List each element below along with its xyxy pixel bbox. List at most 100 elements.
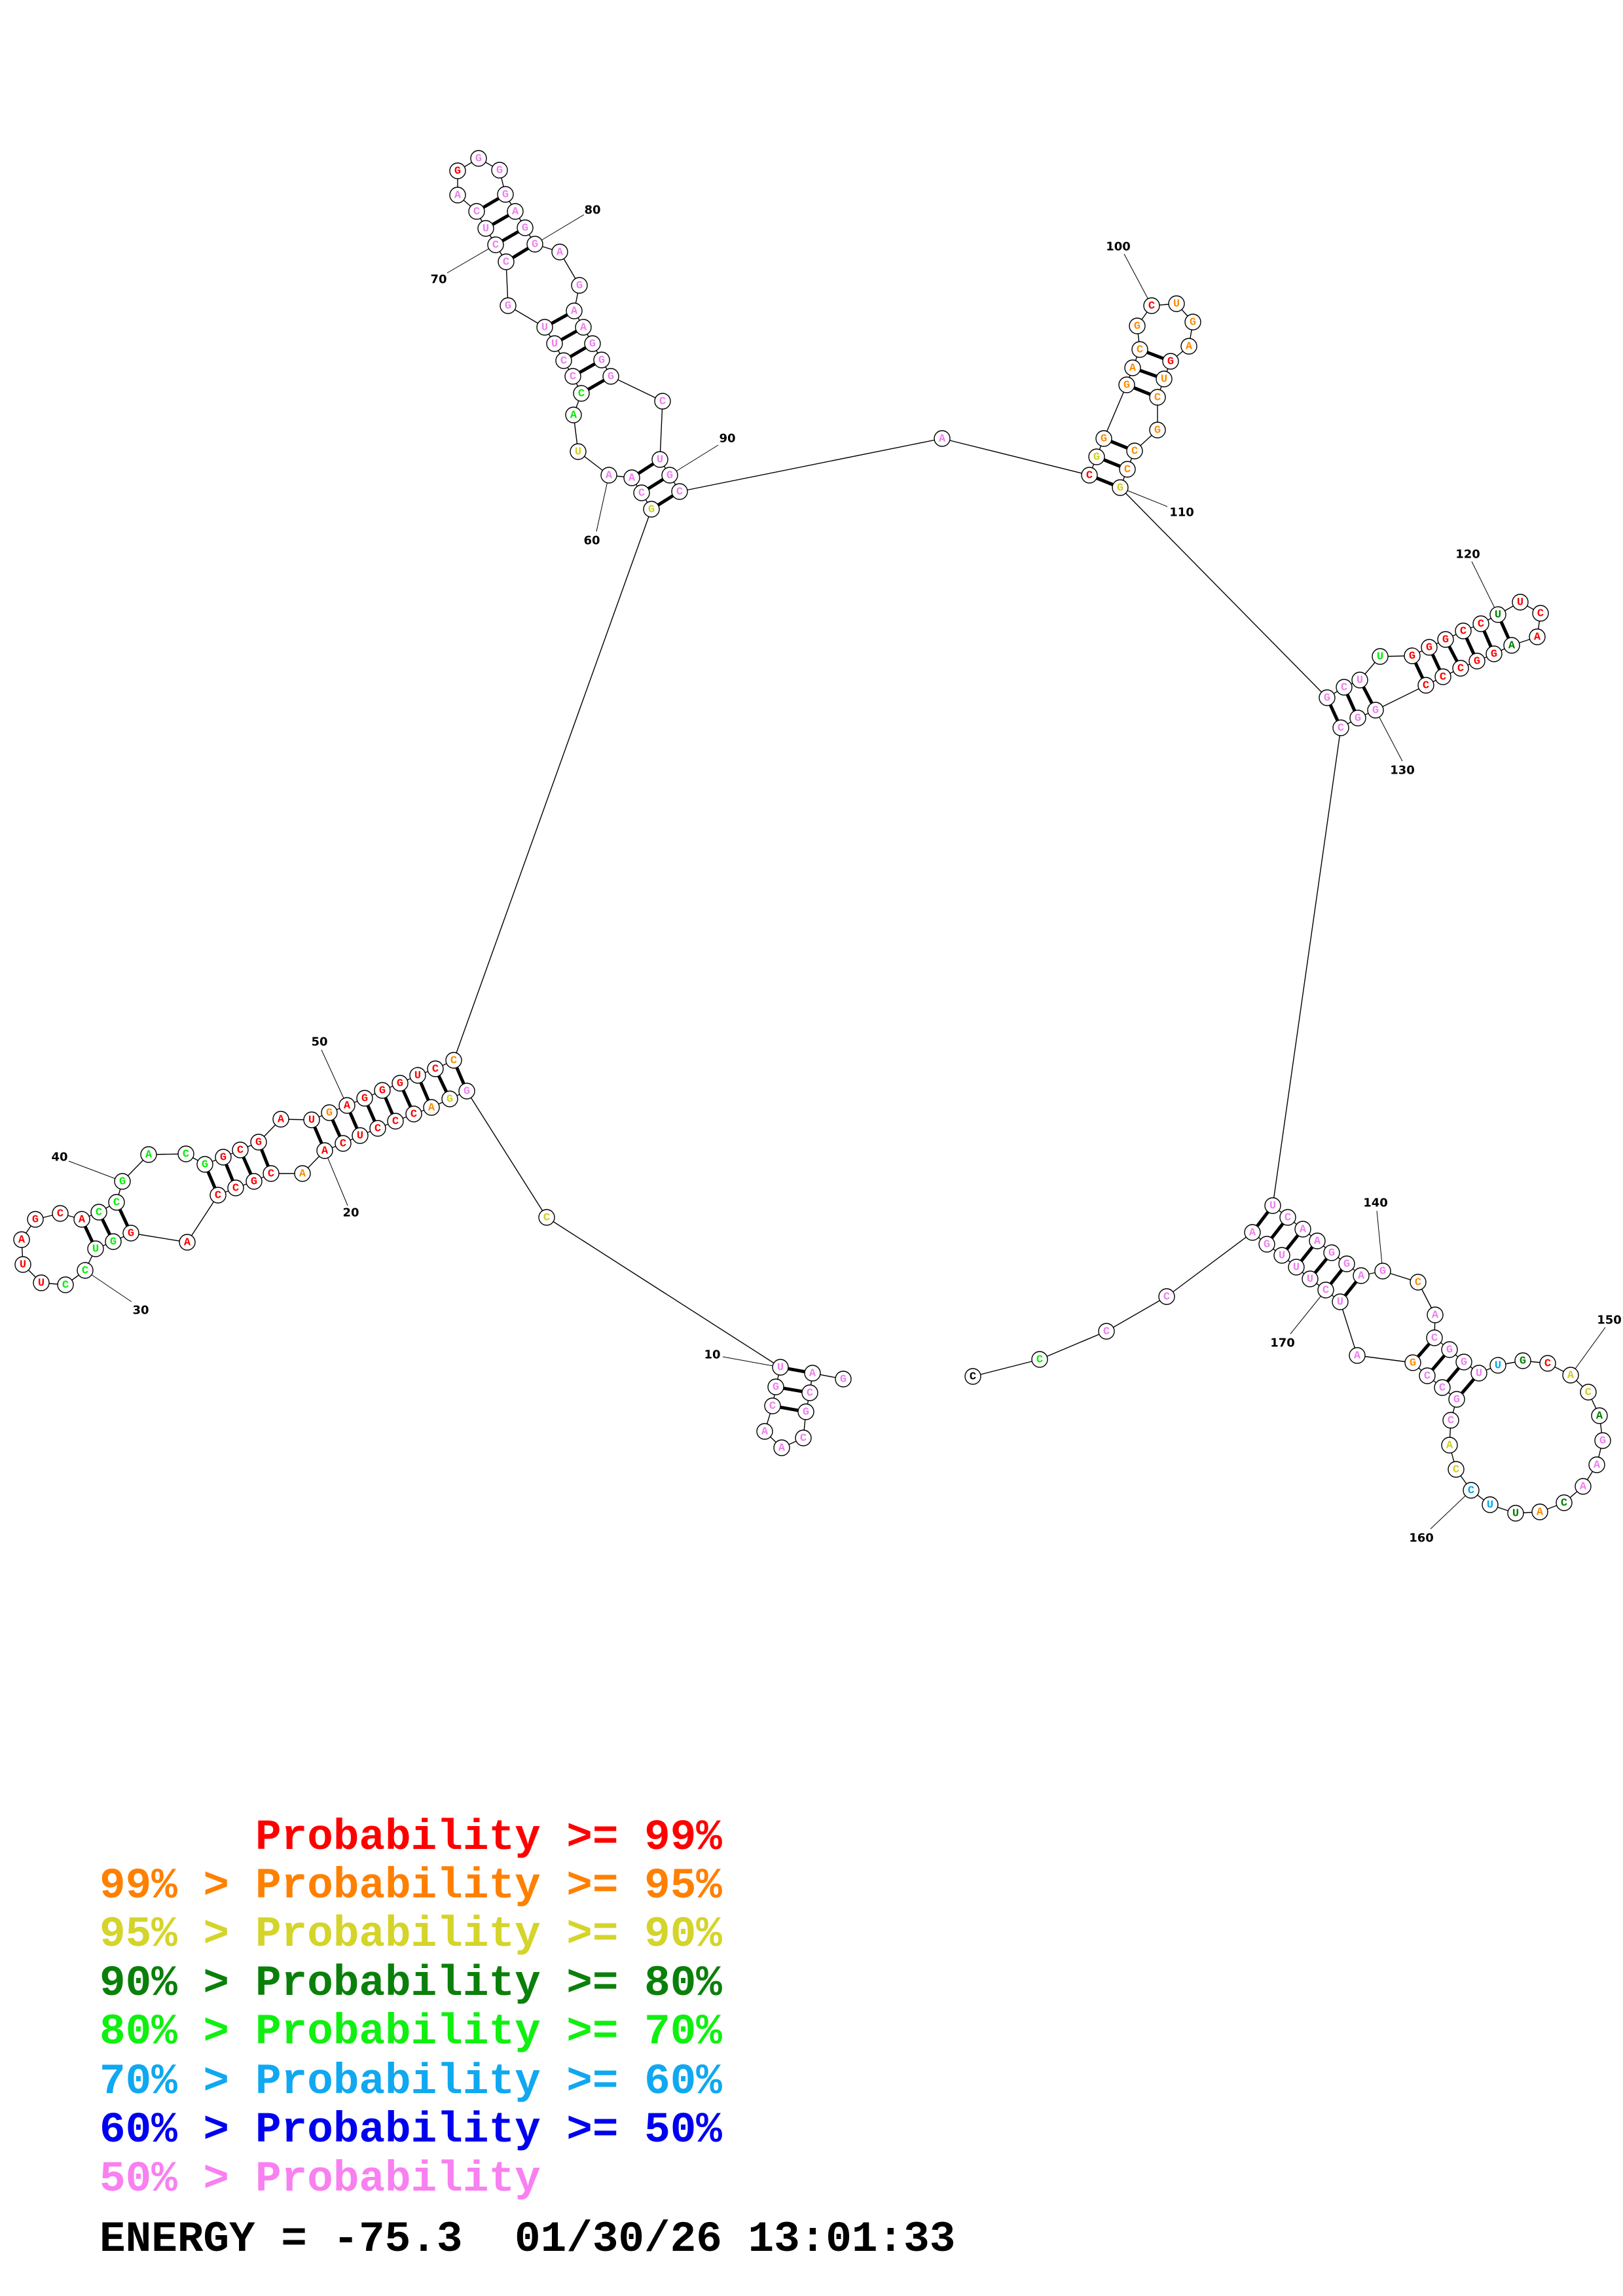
legend-range: 60% > (100, 2106, 229, 2155)
nucleotide-circle (536, 319, 553, 336)
backbone-link (130, 1232, 188, 1243)
base-pair-bond (206, 1171, 217, 1189)
nucleotide-circle (623, 469, 640, 486)
position-label: 140 (1363, 1196, 1388, 1210)
nucleotide: A (623, 469, 640, 486)
nucleotide: U (1332, 1293, 1349, 1310)
nucleotide-base: C (1457, 663, 1464, 675)
nucleotide-base: A (1594, 1460, 1601, 1472)
backbone-link (1340, 1301, 1358, 1356)
nucleotide-base: G (454, 166, 461, 178)
nucleotide: C (538, 1209, 555, 1226)
nucleotide: A (600, 467, 617, 484)
nucleotide-circle (1472, 615, 1489, 632)
nucleotide: G (1404, 647, 1421, 664)
nucleotide: U (303, 1111, 320, 1128)
nucleotide-circle (1580, 1384, 1597, 1401)
base-pair-bond (1431, 1354, 1446, 1371)
nucleotide-base: A (344, 1100, 351, 1113)
nucleotide-base: U (1487, 1499, 1493, 1512)
nucleotide: C (487, 236, 504, 253)
nucleotide: C (1279, 1209, 1296, 1226)
nucleotide-circle (470, 150, 487, 167)
nucleotide-circle (1156, 370, 1173, 387)
nucleotide-base: A (809, 1368, 816, 1380)
nucleotide: G (491, 162, 508, 179)
nucleotide-circle (1532, 605, 1549, 622)
legend-row: 70% > Probability >= 60% (100, 2057, 722, 2106)
nucleotide: C (108, 1194, 125, 1211)
nucleotide: C (369, 1120, 386, 1137)
base-pair-bond (101, 1218, 111, 1236)
nucleotide-base: C (374, 1123, 381, 1136)
nucleotide-circle (1031, 1351, 1048, 1368)
nucleotide-base: G (464, 1086, 470, 1098)
nucleotide-circle (356, 1090, 373, 1107)
nucleotide-circle (27, 1211, 44, 1228)
nucleotide-circle (1503, 637, 1520, 654)
nucleotide-circle (177, 1145, 194, 1162)
nucleotide-circle (1437, 631, 1454, 648)
nucleotide-circle (303, 1111, 320, 1128)
position-label: 130 (1390, 764, 1415, 778)
nucleotide-base: C (676, 486, 683, 499)
nucleotide-circle (1129, 317, 1146, 334)
nucleotide: A (756, 1423, 773, 1440)
nucleotide-circle (196, 1156, 213, 1173)
nucleotide-circle (227, 1179, 244, 1196)
nucleotide: U (1288, 1259, 1305, 1276)
nucleotide-base: C (503, 257, 509, 269)
nucleotide: G (356, 1090, 373, 1107)
nucleotide: U (477, 220, 494, 237)
base-pair-bond (1300, 1246, 1314, 1263)
nucleotide-base: U (1337, 1297, 1343, 1309)
nucleotide-base: U (777, 1362, 784, 1374)
nucleotide-circle (1184, 314, 1201, 331)
nucleotide: G (250, 1134, 267, 1151)
nucleotide-circle (1258, 1236, 1275, 1253)
nucleotide-base: C (807, 1388, 813, 1400)
backbone-link (1106, 1296, 1167, 1332)
nucleotide-base: C (1086, 470, 1093, 482)
nucleotide-base: C (800, 1433, 807, 1445)
nucleotide-base: A (1446, 1440, 1453, 1452)
base-pair-bond (455, 1067, 465, 1085)
nucleotide-circle (526, 236, 543, 253)
base-pair-bond (483, 196, 500, 209)
nucleotide-base: U (357, 1130, 363, 1143)
nucleotide-circle (1489, 1357, 1506, 1374)
nucleotide: A (1562, 1367, 1579, 1384)
nucleotide-circle (250, 1134, 267, 1151)
nucleotide-base: G (255, 1137, 262, 1149)
nucleotide-base: U (1307, 1274, 1313, 1286)
nucleotide-base: G (589, 338, 596, 351)
nucleotide-base: G (220, 1152, 227, 1164)
nucleotide: C (1081, 467, 1098, 484)
base-pair-bond (647, 478, 665, 490)
nucleotide-base: C (1468, 1485, 1474, 1498)
legend-row: 95% > Probability >= 90% (100, 1910, 722, 1959)
nucleotide-base: A (571, 306, 578, 318)
nucleotide-circle (33, 1274, 50, 1291)
nucleotide-base: G (202, 1159, 208, 1172)
nucleotide-base: G (1154, 425, 1161, 437)
timestamp: 01/30/26 13:01:33 (515, 2215, 955, 2264)
nucleotide-base: G (1599, 1435, 1606, 1448)
nucleotide-base: A (570, 410, 577, 422)
nucleotide: G (1404, 1354, 1421, 1371)
nucleotide: G (1129, 317, 1146, 334)
nucleotide-base: G (666, 470, 673, 482)
nucleotide-base: A (1186, 341, 1193, 353)
nucleotide-base: A (1508, 640, 1516, 653)
nucleotide-base: U (20, 1259, 26, 1272)
nucleotide-base: A (606, 470, 613, 482)
nucleotide-base: C (1036, 1354, 1043, 1367)
nucleotide-circle (1098, 1323, 1115, 1340)
nucleotide: G (1258, 1236, 1275, 1253)
backbone-link (466, 1090, 547, 1218)
nucleotide-circle (1448, 1391, 1465, 1408)
nucleotide: G (215, 1149, 232, 1166)
nucleotide: A (423, 1099, 440, 1116)
nucleotide-circle (215, 1149, 232, 1166)
nucleotide: A (294, 1165, 311, 1182)
